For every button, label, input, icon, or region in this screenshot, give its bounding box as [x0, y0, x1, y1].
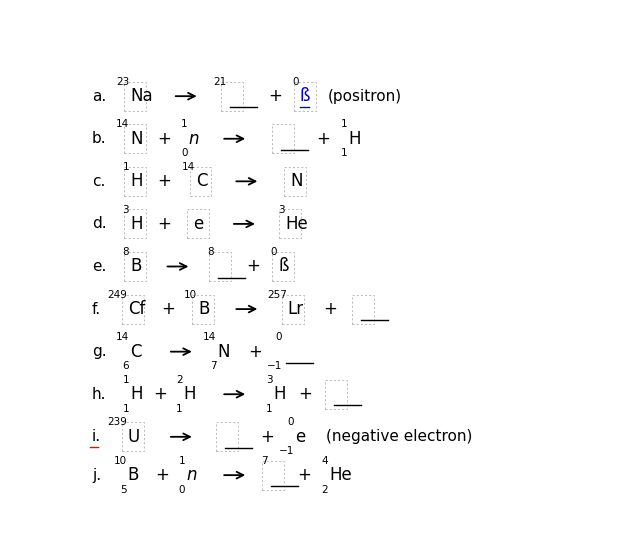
- Text: ß: ß: [300, 87, 310, 105]
- Text: d.: d.: [92, 216, 106, 231]
- Text: 8: 8: [123, 247, 129, 257]
- Text: +: +: [249, 343, 262, 361]
- Text: H: H: [274, 385, 286, 403]
- Text: −1: −1: [267, 361, 282, 371]
- Text: +: +: [246, 258, 260, 275]
- Text: 1: 1: [341, 119, 347, 129]
- Text: 14: 14: [182, 162, 195, 172]
- Text: 14: 14: [116, 119, 129, 129]
- Text: N: N: [130, 130, 143, 148]
- Text: H: H: [130, 215, 143, 233]
- Text: 10: 10: [114, 456, 126, 466]
- Text: 8: 8: [207, 247, 214, 257]
- Text: B: B: [128, 466, 139, 484]
- Text: 3: 3: [123, 205, 129, 215]
- Text: 249: 249: [107, 290, 126, 300]
- Text: 1: 1: [123, 404, 129, 414]
- Text: f.: f.: [92, 301, 101, 316]
- Text: e: e: [295, 428, 305, 446]
- Text: 0: 0: [181, 148, 187, 158]
- Text: 10: 10: [184, 290, 197, 300]
- Text: B: B: [198, 300, 210, 318]
- Text: N: N: [290, 173, 303, 190]
- Text: e.: e.: [92, 259, 106, 274]
- Text: 1: 1: [181, 119, 187, 129]
- Text: (negative electron): (negative electron): [326, 429, 472, 444]
- Text: 5: 5: [120, 484, 126, 494]
- Text: 1: 1: [178, 456, 185, 466]
- Text: 0: 0: [275, 332, 282, 342]
- Text: −1: −1: [279, 446, 294, 456]
- Text: i.: i.: [92, 429, 101, 444]
- Text: a.: a.: [92, 88, 106, 103]
- Text: +: +: [158, 215, 172, 233]
- Text: n: n: [188, 130, 199, 148]
- Text: 4: 4: [322, 456, 328, 466]
- Text: 1: 1: [123, 162, 129, 172]
- Text: He: He: [329, 466, 352, 484]
- Text: B: B: [130, 258, 141, 275]
- Text: +: +: [299, 385, 312, 403]
- Text: 3: 3: [278, 205, 284, 215]
- Text: n: n: [186, 466, 197, 484]
- Text: N: N: [217, 343, 230, 361]
- Text: +: +: [268, 87, 282, 105]
- Text: Cf: Cf: [128, 300, 145, 318]
- Text: c.: c.: [92, 174, 105, 189]
- Text: H: H: [130, 173, 143, 190]
- Text: (positron): (positron): [328, 88, 403, 103]
- Text: H: H: [130, 385, 143, 403]
- Text: U: U: [128, 428, 140, 446]
- Text: H: H: [349, 130, 361, 148]
- Text: 239: 239: [107, 418, 126, 427]
- Text: Na: Na: [130, 87, 153, 105]
- Text: 14: 14: [203, 332, 217, 342]
- Text: 7: 7: [210, 361, 217, 371]
- Text: g.: g.: [92, 344, 106, 359]
- Text: +: +: [316, 130, 330, 148]
- Text: b.: b.: [92, 131, 106, 146]
- Text: +: +: [158, 173, 172, 190]
- Text: +: +: [158, 130, 172, 148]
- Text: 2: 2: [322, 484, 328, 494]
- Text: 2: 2: [176, 375, 183, 385]
- Text: h.: h.: [92, 387, 106, 401]
- Text: 7: 7: [261, 456, 267, 466]
- Text: 257: 257: [267, 290, 287, 300]
- Text: 23: 23: [116, 77, 129, 87]
- Text: +: +: [297, 466, 310, 484]
- Text: 0: 0: [292, 77, 299, 87]
- Text: ß: ß: [278, 258, 289, 275]
- Text: 1: 1: [176, 404, 183, 414]
- Text: 0: 0: [287, 418, 294, 427]
- Text: +: +: [260, 428, 274, 446]
- Text: +: +: [324, 300, 337, 318]
- Text: C: C: [130, 343, 141, 361]
- Text: +: +: [161, 300, 175, 318]
- Text: 1: 1: [341, 148, 347, 158]
- Text: C: C: [196, 173, 207, 190]
- Text: j.: j.: [92, 468, 101, 483]
- Text: 3: 3: [265, 375, 272, 385]
- Text: 0: 0: [270, 247, 277, 257]
- Text: e: e: [193, 215, 203, 233]
- Text: 14: 14: [116, 332, 129, 342]
- Text: 0: 0: [178, 484, 185, 494]
- Text: +: +: [153, 385, 167, 403]
- Text: 21: 21: [213, 77, 226, 87]
- Text: Lr: Lr: [288, 300, 304, 318]
- Text: +: +: [155, 466, 169, 484]
- Text: H: H: [183, 385, 196, 403]
- Text: He: He: [285, 215, 308, 233]
- Text: 1: 1: [123, 375, 129, 385]
- Text: 6: 6: [123, 361, 129, 371]
- Text: 1: 1: [265, 404, 272, 414]
